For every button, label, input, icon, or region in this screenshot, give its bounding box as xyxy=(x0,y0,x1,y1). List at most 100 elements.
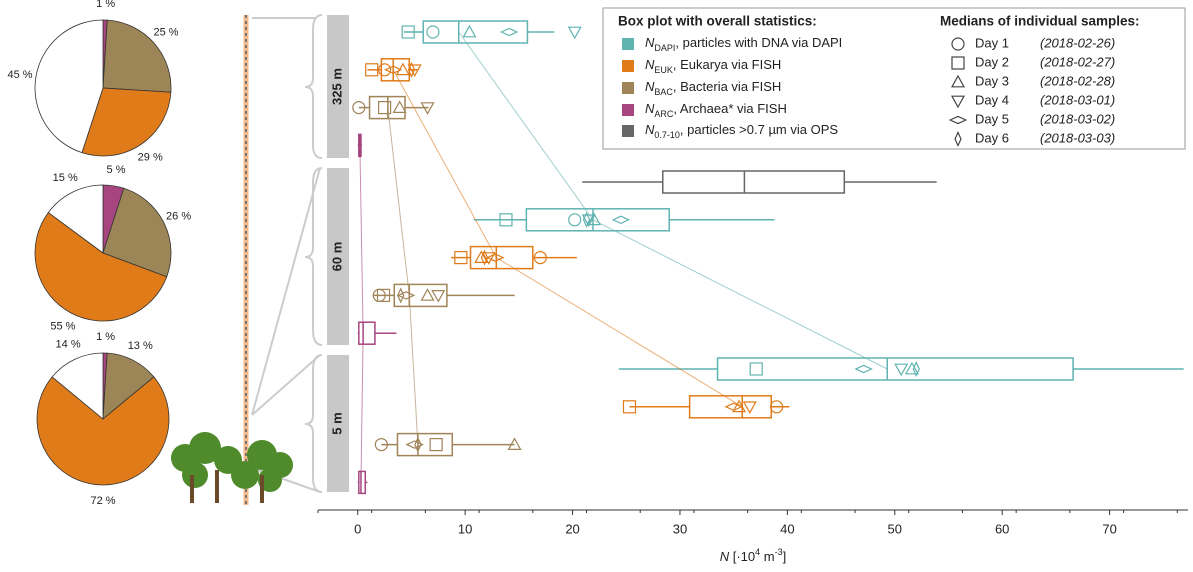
day-date: (2018-02-27) xyxy=(1040,54,1115,69)
day-date: (2018-03-03) xyxy=(1040,130,1115,145)
sample-marker xyxy=(499,213,513,227)
sample-marker xyxy=(401,25,415,39)
pie-label: 15 % xyxy=(53,172,78,184)
box xyxy=(688,395,773,419)
legend-symbol: N xyxy=(645,122,655,137)
x-tick-label: 60 xyxy=(995,521,1009,536)
box xyxy=(396,432,454,457)
legend-sub: 0.7-10 xyxy=(654,130,680,140)
legend-marker xyxy=(950,95,966,109)
braces xyxy=(304,14,323,493)
pie-label: 5 % xyxy=(107,164,126,176)
sample-marker xyxy=(429,438,443,452)
day-label: Day 3 xyxy=(975,73,1009,88)
altitude-label: 60 m xyxy=(329,242,344,272)
sample-marker xyxy=(474,250,489,263)
legend-symbol: N xyxy=(645,101,655,116)
sample-marker xyxy=(420,288,435,301)
sample-marker xyxy=(749,362,763,376)
legend-marker xyxy=(951,37,965,51)
samples-title: Medians of individual samples: xyxy=(940,14,1140,29)
altitude-label: 325 m xyxy=(329,68,344,105)
x-tick-label: 10 xyxy=(458,521,472,536)
sample-marker xyxy=(365,63,379,77)
legend-marker xyxy=(954,130,962,148)
altitude-bar xyxy=(327,168,349,345)
day-label: Day 4 xyxy=(975,92,1009,107)
sample-marker xyxy=(383,65,403,75)
sample-marker xyxy=(912,360,920,378)
sample-marker xyxy=(622,400,637,414)
median-link xyxy=(359,145,364,483)
box xyxy=(422,20,529,44)
x-tick-label: 0 xyxy=(354,521,361,536)
day-label: Day 1 xyxy=(975,35,1009,50)
sample-marker xyxy=(587,212,602,226)
day-date: (2018-03-02) xyxy=(1040,111,1115,126)
pie-slice xyxy=(81,87,172,157)
pie-label: 26 % xyxy=(166,210,191,222)
sample-marker xyxy=(414,436,422,453)
pie-slice xyxy=(102,187,172,278)
trees xyxy=(171,432,293,503)
box xyxy=(380,58,411,82)
pie-slice xyxy=(47,184,104,254)
sample-marker xyxy=(462,24,477,38)
sample-marker xyxy=(407,64,422,78)
legend-desc: , Archaea* via FISH xyxy=(673,101,786,116)
legend-swatch xyxy=(622,104,634,116)
sample-marker xyxy=(533,251,547,265)
x-label-part: m xyxy=(760,549,774,564)
sample-marker xyxy=(499,27,519,37)
pie-label: 13 % xyxy=(128,340,153,352)
sample-marker xyxy=(407,61,416,78)
legend-symbol: N xyxy=(645,57,655,72)
pie-label: 14 % xyxy=(56,339,81,351)
altitude-bar xyxy=(327,15,349,158)
median-link xyxy=(387,107,419,445)
legend-desc: , Bacteria via FISH xyxy=(673,79,781,94)
x-label-part: ] xyxy=(783,549,787,564)
legend-swatch xyxy=(622,82,634,94)
legend-label: N0.7-10, particles >0.7 µm via OPS xyxy=(645,122,838,140)
sample-marker xyxy=(485,253,505,262)
sample-marker xyxy=(420,102,435,115)
pie-label: 55 % xyxy=(50,321,75,333)
sample-marker xyxy=(894,363,909,377)
box xyxy=(469,245,534,270)
pie-label: 29 % xyxy=(138,151,163,163)
sample-marker xyxy=(854,364,873,374)
sample-marker xyxy=(480,249,489,266)
altitude-bar xyxy=(327,355,349,492)
box xyxy=(716,357,1074,381)
legend-sub: EUK xyxy=(654,65,673,75)
legend-marker xyxy=(951,56,965,70)
pie-label: 1 % xyxy=(96,331,115,343)
sample-marker xyxy=(904,361,919,375)
median-link xyxy=(458,31,888,370)
sample-marker xyxy=(507,437,522,450)
sample-marker xyxy=(481,252,496,265)
tower xyxy=(243,15,321,505)
legend-marker xyxy=(950,74,966,88)
median-link xyxy=(392,69,743,408)
pie-label: 45 % xyxy=(7,69,32,81)
day-label: Day 2 xyxy=(975,54,1009,69)
legend-symbol: N xyxy=(645,35,655,50)
legend-title: Box plot with overall statistics: xyxy=(618,14,817,29)
sample-marker xyxy=(397,287,405,304)
sample-marker xyxy=(426,25,440,39)
legend-sub: ARC xyxy=(654,109,674,119)
sample-marker xyxy=(376,288,391,302)
x-tick-label: 20 xyxy=(565,521,579,536)
x-tick-label: 40 xyxy=(780,521,794,536)
legend-desc: , particles >0.7 µm via OPS xyxy=(680,122,838,137)
legend-swatch xyxy=(622,125,634,137)
pie-slice xyxy=(36,376,170,486)
sample-marker xyxy=(352,100,366,115)
x-label-exp: 4 xyxy=(755,547,760,557)
day-label: Day 6 xyxy=(975,130,1009,145)
legend-symbol: N xyxy=(645,79,655,94)
sample-marker xyxy=(374,438,388,452)
sample-marker xyxy=(582,211,591,228)
